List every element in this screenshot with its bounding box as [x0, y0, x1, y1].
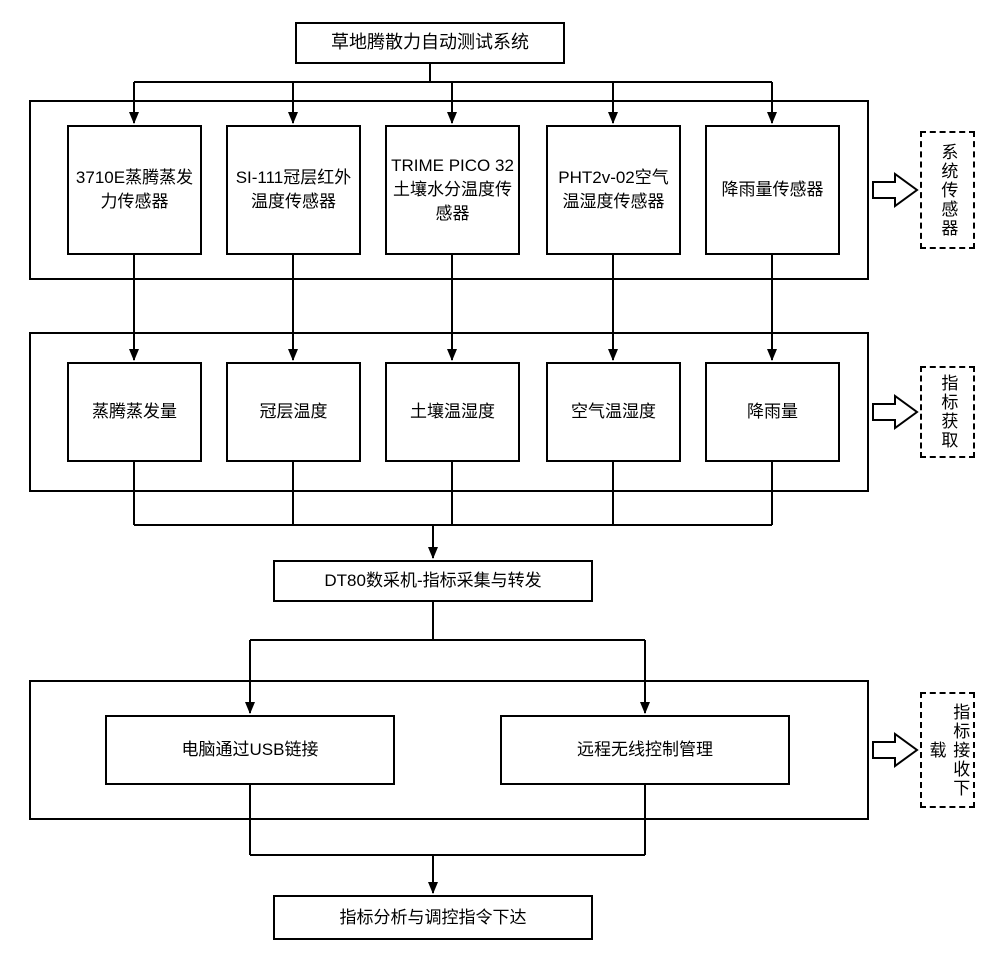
receive-1: 电脑通过USB链接 — [105, 715, 395, 785]
analysis-text: 指标分析与调控指令下达 — [340, 906, 527, 930]
receive-2: 远程无线控制管理 — [500, 715, 790, 785]
receive-2-text: 远程无线控制管理 — [577, 738, 713, 762]
metric-1-text: 蒸腾蒸发量 — [92, 400, 177, 424]
sensor-1: 3710E蒸腾蒸发力传感器 — [67, 125, 202, 255]
metric-2-text: 冠层温度 — [260, 400, 328, 424]
analysis-box: 指标分析与调控指令下达 — [273, 895, 593, 940]
metric-5-text: 降雨量 — [747, 400, 798, 424]
metric-4: 空气温湿度 — [546, 362, 681, 462]
sensor-2: SI-111冠层红外温度传感器 — [226, 125, 361, 255]
sensor-1-text: 3710E蒸腾蒸发力传感器 — [73, 166, 196, 214]
metric-1: 蒸腾蒸发量 — [67, 362, 202, 462]
sensor-2-text: SI-111冠层红外温度传感器 — [232, 166, 355, 214]
sensor-3: TRIME PICO 32土壤水分温度传感器 — [385, 125, 520, 255]
sensor-4-text: PHT2v-02空气温湿度传感器 — [552, 166, 675, 214]
label-receive: 指标接收下载 — [920, 692, 975, 808]
label-sensors: 系统传感器 — [920, 131, 975, 249]
title-text: 草地腾散力自动测试系统 — [331, 30, 529, 55]
sensor-5: 降雨量传感器 — [705, 125, 840, 255]
sensor-3-text: TRIME PICO 32土壤水分温度传感器 — [391, 154, 514, 225]
title-box: 草地腾散力自动测试系统 — [295, 22, 565, 64]
label-sensors-text: 系统传感器 — [936, 143, 960, 238]
metric-3: 土壤温湿度 — [385, 362, 520, 462]
collector-box: DT80数采机-指标采集与转发 — [273, 560, 593, 602]
sensor-5-text: 降雨量传感器 — [722, 178, 824, 202]
collector-text: DT80数采机-指标采集与转发 — [324, 569, 541, 593]
label-metrics-text: 指标获取 — [936, 374, 960, 450]
metric-2: 冠层温度 — [226, 362, 361, 462]
metric-5: 降雨量 — [705, 362, 840, 462]
metric-3-text: 土壤温湿度 — [410, 400, 495, 424]
label-receive-text: 指标接收下载 — [924, 698, 972, 802]
label-metrics: 指标获取 — [920, 366, 975, 458]
sensor-4: PHT2v-02空气温湿度传感器 — [546, 125, 681, 255]
receive-1-text: 电脑通过USB链接 — [182, 738, 319, 762]
diagram-canvas: 草地腾散力自动测试系统 3710E蒸腾蒸发力传感器 SI-111冠层红外温度传感… — [0, 0, 1000, 979]
metric-4-text: 空气温湿度 — [571, 400, 656, 424]
